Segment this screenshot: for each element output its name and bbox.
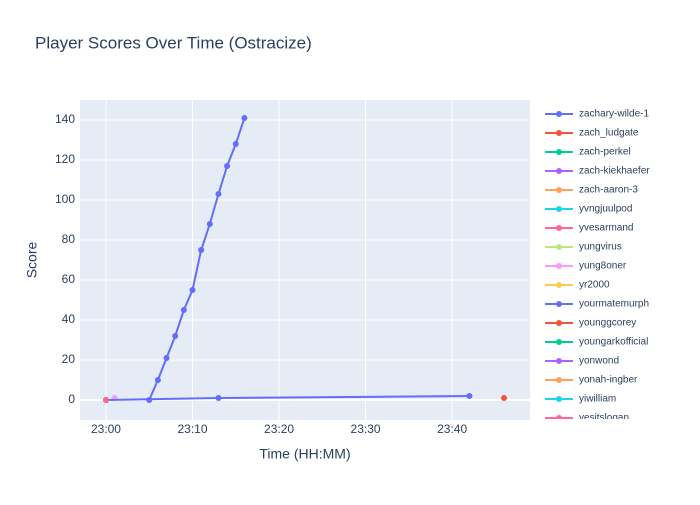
x-tick-label: 23:40 [437, 422, 467, 436]
y-tick-label: 60 [62, 272, 76, 286]
legend-marker [556, 301, 562, 307]
legend-marker [556, 282, 562, 288]
legend-marker [556, 244, 562, 250]
legend-marker [556, 168, 562, 174]
legend-label: yourmatemurph [579, 299, 649, 310]
legend-label: zach-aaron-3 [579, 185, 638, 196]
legend-label: yr2000 [579, 280, 610, 291]
y-tick-label: 0 [68, 392, 75, 406]
grid [80, 100, 530, 420]
y-tick-label: 20 [62, 352, 76, 366]
point [466, 393, 473, 399]
legend-label: yung8oner [579, 261, 627, 272]
series-line [148, 117, 246, 401]
y-tick-label: 120 [55, 152, 75, 166]
legend-marker [556, 358, 562, 364]
legend-label: yvesarmand [579, 223, 633, 234]
legend-marker [556, 130, 562, 136]
point [163, 355, 170, 361]
y-tick-label: 40 [62, 312, 76, 326]
x-tick-label: 23:00 [91, 422, 121, 436]
legend-marker [556, 206, 562, 212]
legend-label: yonah-ingber [579, 375, 638, 386]
legend-label: younggcorey [579, 318, 636, 329]
point [241, 115, 248, 121]
legend-marker [556, 415, 562, 419]
point [189, 287, 196, 293]
plot [102, 115, 508, 403]
legend-label: zach_ludgate [579, 128, 639, 139]
legend-marker [556, 320, 562, 326]
y-tick-label: 80 [62, 232, 76, 246]
point [102, 397, 109, 403]
legend: zachary-wilde-1 zach_ludgate zach-perkel za… [545, 109, 650, 424]
legend-marker [556, 111, 562, 117]
x-axis-title: Time (HH:MM) [259, 446, 350, 462]
point [232, 141, 239, 147]
point [180, 307, 187, 313]
y-tick-label: 140 [55, 112, 75, 126]
y-axis-title: Score [24, 242, 40, 279]
legend-marker [556, 225, 562, 231]
legend-marker [556, 263, 562, 269]
x-tick-label: 23:30 [351, 422, 381, 436]
legend-label: zachary-wilde-1 [579, 109, 649, 120]
legend-label: zach-perkel [579, 147, 631, 158]
point [224, 163, 231, 169]
legend-label: yiwilliam [579, 394, 616, 405]
legend-label: yesitslogan [579, 413, 629, 424]
point [172, 333, 179, 339]
plot-area [80, 100, 530, 420]
point [501, 395, 508, 401]
point [154, 377, 161, 383]
legend-label: youngarkofficial [579, 337, 648, 348]
legend-marker [556, 377, 562, 383]
chart-title: Player Scores Over Time (Ostracize) [35, 33, 312, 52]
legend-marker [556, 339, 562, 345]
legend-label: yungvirus [579, 242, 622, 253]
x-tick-label: 23:10 [177, 422, 207, 436]
legend-label: zach-kiekhaefer [579, 166, 650, 177]
point [215, 395, 222, 401]
y-tick-label: 100 [55, 192, 75, 206]
legend-label: yvngjuulpod [579, 204, 632, 215]
legend-marker [556, 187, 562, 193]
legend-marker [556, 396, 562, 402]
point [215, 191, 222, 197]
legend-marker [556, 149, 562, 155]
x-tick-label: 23:20 [264, 422, 294, 436]
point [198, 247, 205, 253]
legend-label: yonwond [579, 356, 619, 367]
point [206, 221, 213, 227]
